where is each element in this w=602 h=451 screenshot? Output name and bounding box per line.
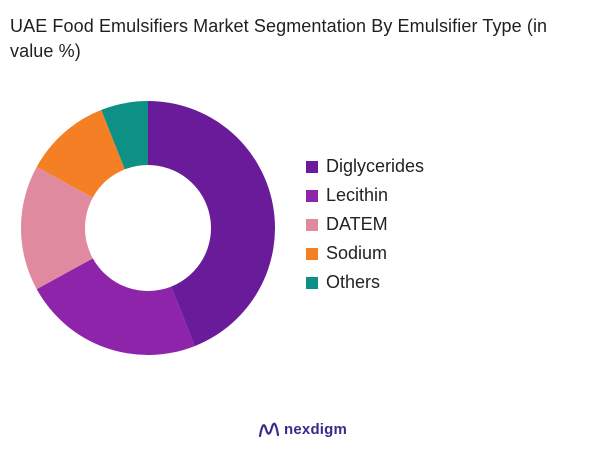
legend-label-lecithin: Lecithin xyxy=(326,185,389,205)
legend-item-lecithin: Lecithin xyxy=(306,181,424,210)
slice-diglycerides xyxy=(148,101,275,347)
legend-label-others: Others xyxy=(326,272,381,292)
legend-label-datem: DATEM xyxy=(326,214,388,234)
slice-lecithin xyxy=(36,258,195,355)
legend-swatch-diglycerides xyxy=(306,160,318,173)
slice-datem xyxy=(20,166,93,290)
slice-others xyxy=(101,101,148,170)
brand-logo: nexdigm xyxy=(258,419,347,439)
brand-name: nexdigm xyxy=(284,420,348,438)
slice-sodium xyxy=(36,109,125,198)
legend-swatch-datem xyxy=(306,218,318,231)
legend-swatch-others xyxy=(306,276,318,289)
legend-label-diglycerides: Diglycerides xyxy=(326,156,425,176)
donut-slices xyxy=(20,101,275,355)
chart-title: UAE Food Emulsifiers Market Segmentation… xyxy=(10,16,548,61)
legend-item-diglycerides: Diglycerides xyxy=(306,152,424,181)
legend-item-datem: DATEM xyxy=(306,210,424,239)
chart-legend: Diglycerides Lecithin DATEM Sodium Other… xyxy=(306,152,424,297)
legend-swatch-sodium xyxy=(306,247,318,260)
legend-item-others: Others xyxy=(306,268,424,297)
legend-swatch-lecithin xyxy=(306,189,318,202)
legend-label-sodium: Sodium xyxy=(326,243,388,263)
nexdigm-logo-icon xyxy=(258,422,280,438)
legend-item-sodium: Sodium xyxy=(306,239,424,268)
